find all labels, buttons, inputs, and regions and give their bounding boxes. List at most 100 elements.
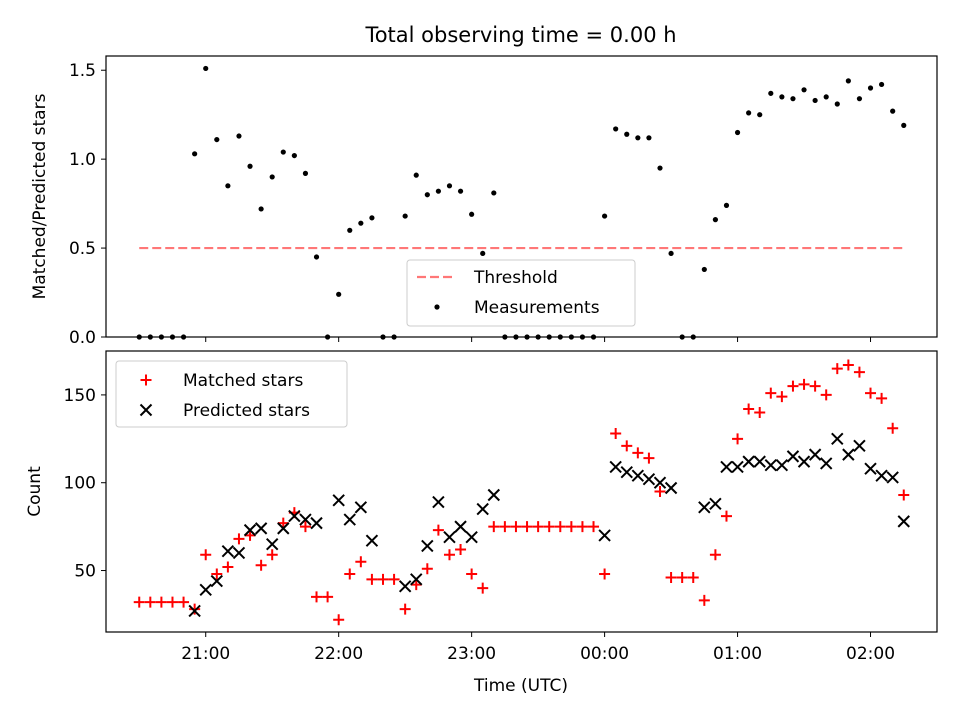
matched-stars-point (443, 549, 455, 561)
measurement-point (823, 94, 829, 100)
matched-stars-point (377, 573, 389, 585)
measurement-point (214, 136, 220, 143)
predicted-stars-point (243, 523, 257, 537)
predicted-stars-point (731, 460, 744, 474)
matched-stars-point (643, 452, 655, 464)
predicted-stars-point (421, 539, 434, 553)
axes-frame (105, 350, 938, 633)
predicted-stars-point (199, 583, 212, 597)
matched-stars-point (687, 572, 699, 584)
measurement-point (701, 266, 707, 273)
y-tick-label: 0.5 (69, 239, 96, 259)
matched-stars-point (576, 521, 588, 533)
measurement-point (480, 250, 486, 257)
measurement-point (690, 334, 696, 340)
measurement-point (812, 97, 818, 104)
matched-stars-point (421, 563, 433, 575)
matched-stars-point (798, 378, 810, 390)
y-tick-label: 150 (64, 386, 96, 406)
x-tick-label: 21:00 (181, 644, 230, 664)
legend-box (115, 360, 348, 428)
predicted-stars-point (210, 574, 224, 588)
measurement-point (391, 334, 397, 340)
y-axis-label: Matched/Predicted stars (30, 93, 50, 299)
matched-stars-point (311, 591, 323, 603)
predicted-stars-point (410, 573, 423, 586)
matched-stars-point (720, 510, 732, 522)
matched-stars-point (455, 543, 467, 555)
predicted-stars-point (664, 481, 678, 495)
matched-stars-point (322, 591, 334, 603)
measurement-point (225, 183, 231, 189)
measurement-point (136, 334, 142, 340)
matched-stars-point (299, 521, 311, 533)
measurement-point (779, 94, 785, 100)
predicted-stars-point (443, 530, 456, 544)
matched-stars-point (244, 529, 256, 541)
predicted-stars-point (764, 458, 778, 472)
matched-stars-point (754, 406, 766, 418)
matched-stars-point (765, 387, 777, 399)
matched-stars-point (709, 549, 721, 561)
matched-stars-point (698, 594, 710, 606)
predicted-stars-point (797, 455, 811, 468)
measurement-point (457, 188, 464, 194)
measurement-point (557, 334, 563, 340)
x-tick-label: 00:00 (580, 644, 629, 664)
predicted-stars-point (786, 450, 800, 463)
matched-stars-point (865, 387, 877, 399)
measurement-point (568, 334, 574, 340)
matched-stars-point (277, 517, 289, 529)
predicted-stars-point (265, 537, 279, 551)
predicted-stars-point (853, 439, 866, 453)
y-tick-label: 1.0 (69, 150, 96, 170)
matched-stars-point (355, 556, 367, 568)
y-tick-label: 100 (64, 474, 96, 494)
predicted-stars-point (188, 604, 201, 618)
measurement-point (646, 135, 652, 141)
matched-stars-point (388, 573, 400, 585)
measurement-point (746, 110, 752, 116)
matched-stars-point (732, 433, 744, 445)
measurement-point (890, 108, 896, 114)
measurement-point (734, 129, 741, 136)
measurement-point (513, 334, 519, 340)
measurement-point (801, 87, 807, 93)
matched-stars-point (632, 447, 644, 459)
x-tick-label: 01:00 (713, 644, 762, 664)
legend-predicted-swatch (139, 403, 153, 417)
measurement-point (524, 334, 530, 340)
matched-stars-point (842, 359, 854, 371)
measurement-point (657, 165, 663, 171)
legend: Threshold Measurements (406, 259, 636, 327)
matched-stars-point (189, 603, 201, 615)
measurement-point (147, 334, 153, 340)
matched-stars-point (144, 596, 156, 608)
y-tick-label: 0.0 (69, 328, 96, 348)
measurement-point (491, 190, 497, 196)
top-panel: 0.0 0.5 1.0 1.5 Matched/Predicted stars Thres… (30, 55, 938, 348)
matched-stars-point (255, 559, 267, 571)
measurement-point (901, 122, 907, 128)
predicted-stars-point (642, 472, 656, 486)
matched-stars-point (344, 568, 356, 580)
predicted-stars-point (598, 529, 611, 542)
matched-stars-point (466, 568, 478, 580)
predicted-stars-point (609, 460, 622, 474)
predicted-stars-point (277, 522, 290, 535)
predicted-stars-point (720, 460, 733, 474)
predicted-stars-point (842, 448, 855, 461)
matched-stars-point (200, 549, 212, 561)
measurement-point (336, 291, 342, 297)
x-axis-label: Time (UTC) (473, 676, 568, 696)
predicted-stars-point (310, 516, 323, 530)
matched-stars-point (610, 428, 622, 440)
measurement-point (413, 172, 419, 178)
predicted-stars-point (753, 455, 766, 468)
matched-stars-point (233, 533, 245, 545)
predicted-stars-point (875, 469, 888, 482)
matched-stars-point (133, 596, 145, 608)
matched-stars-point (876, 392, 888, 404)
y-tick-label: 50 (74, 562, 96, 582)
predicted-stars-point (232, 546, 246, 560)
